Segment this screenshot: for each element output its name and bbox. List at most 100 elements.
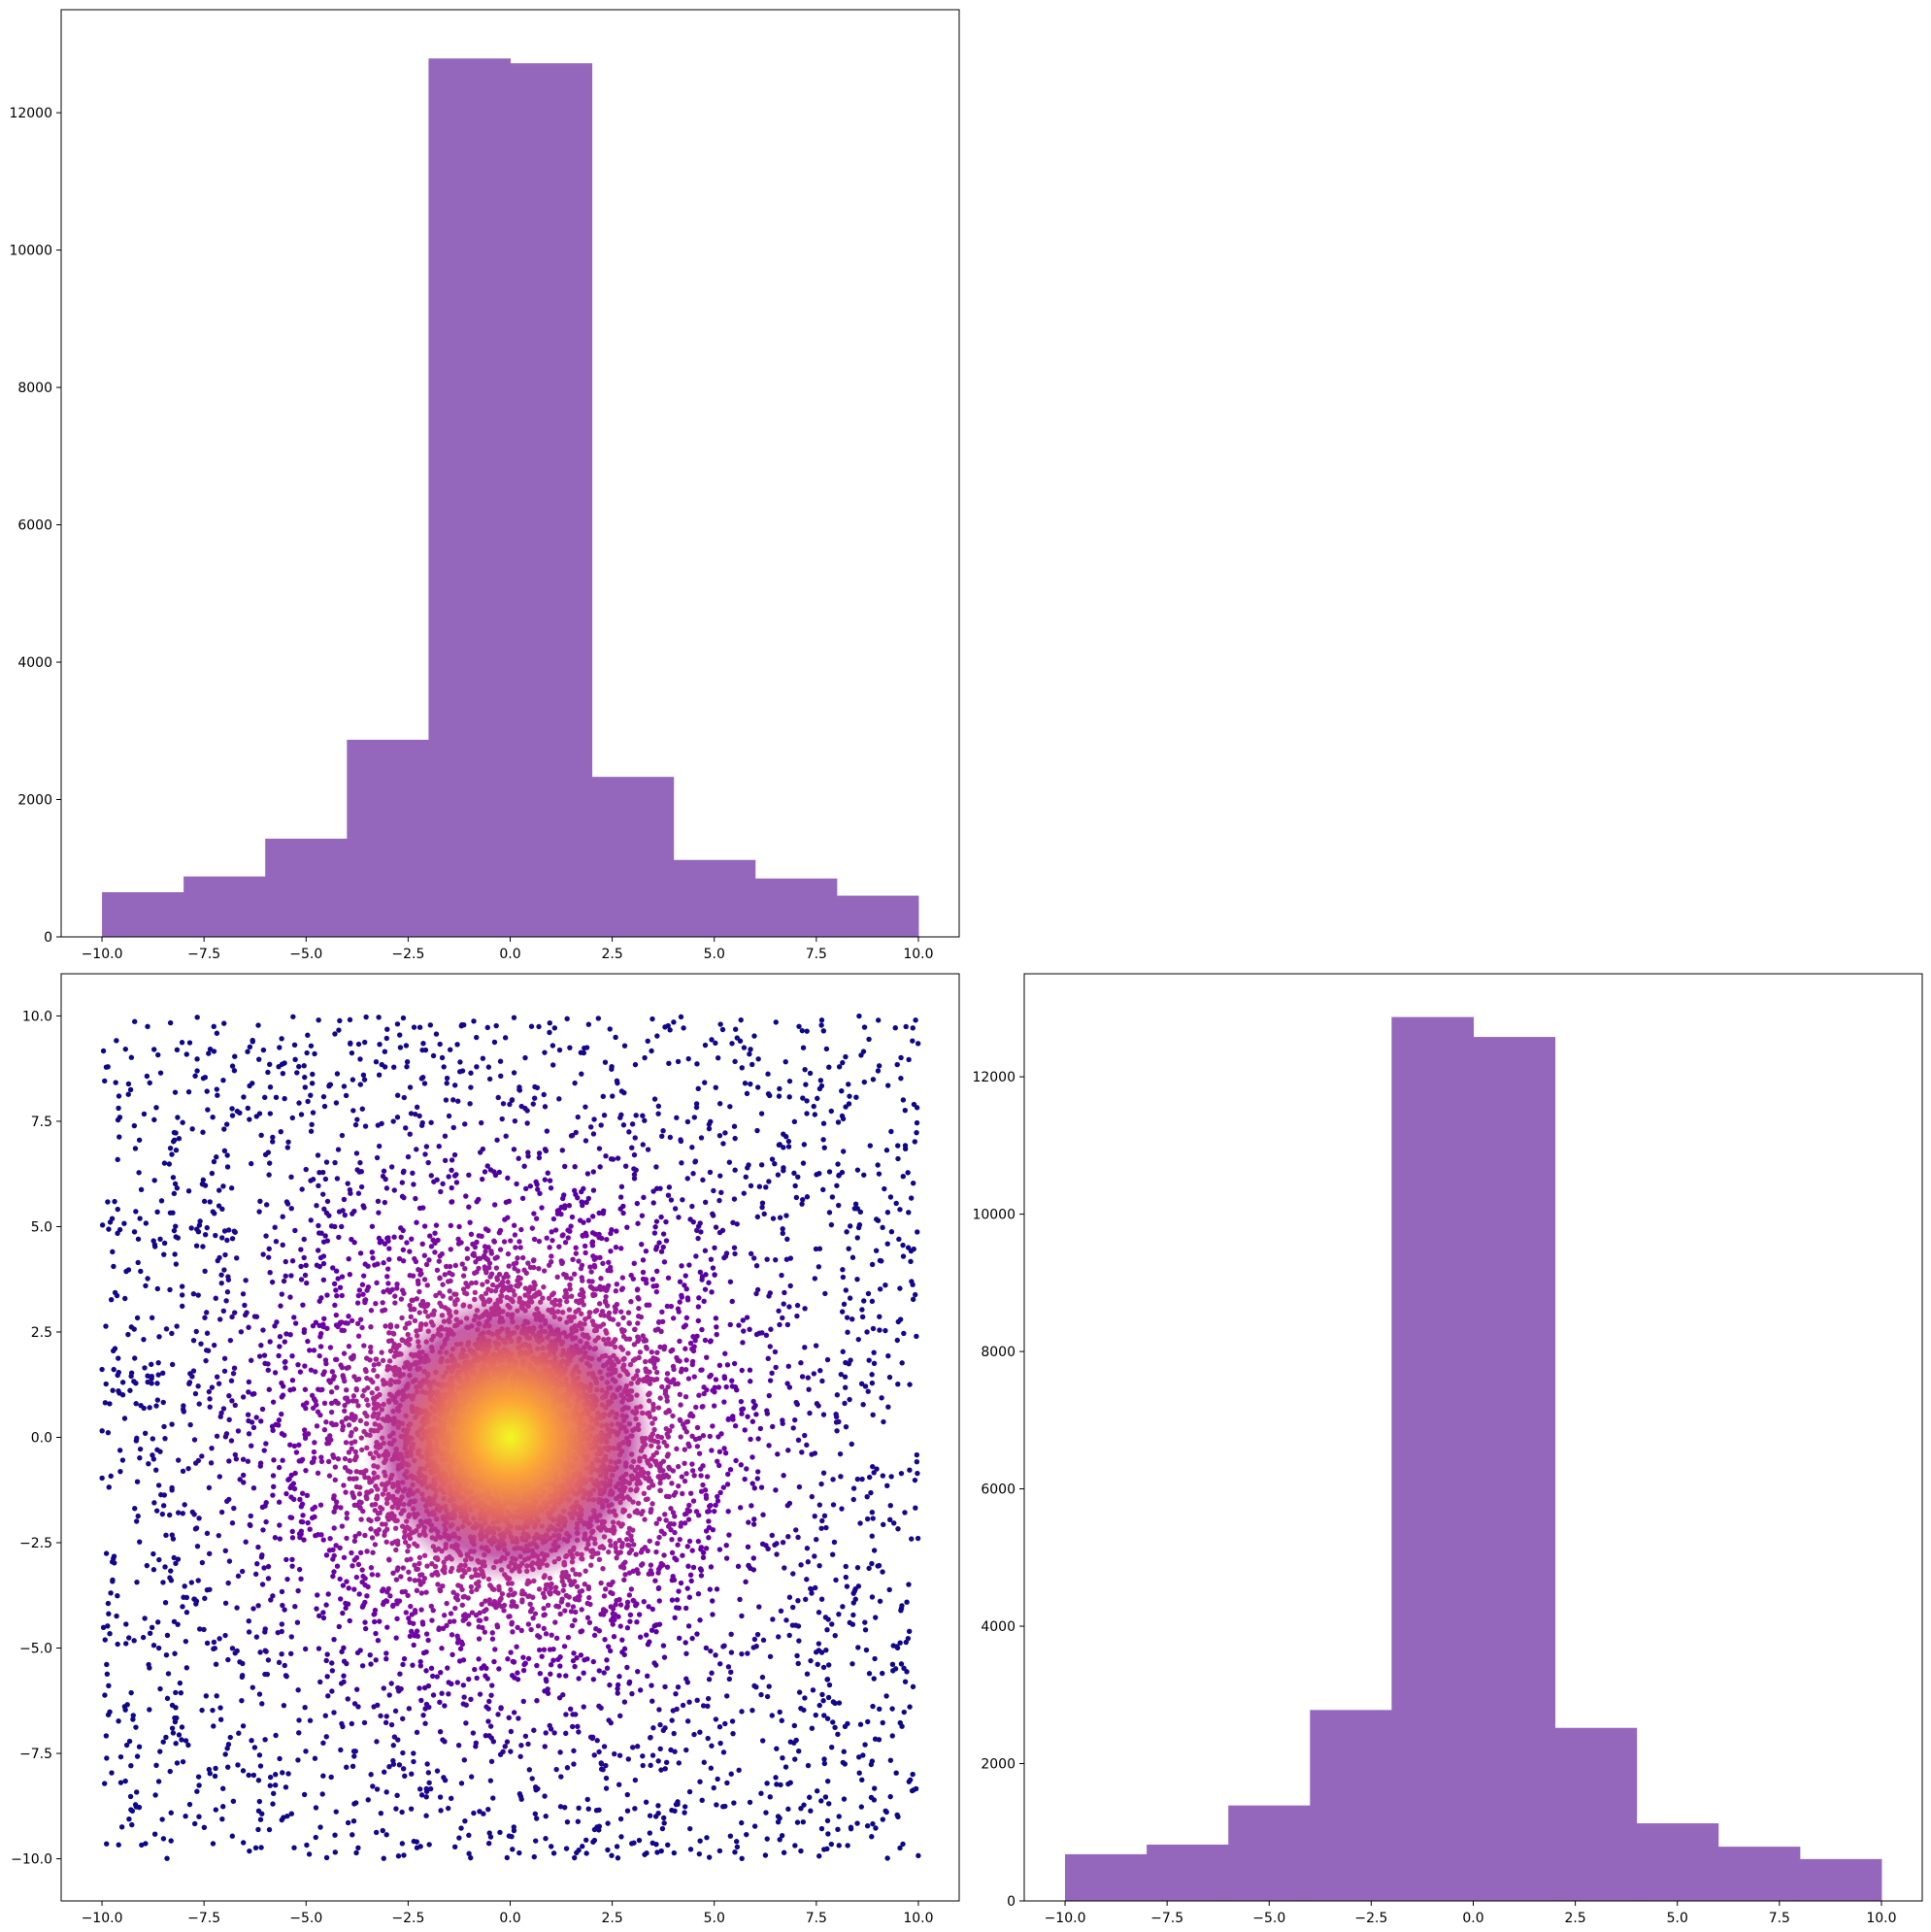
scatter-point [683,1640,688,1646]
scatter-point [196,1401,202,1407]
scatter-point [333,1543,339,1549]
scatter-point [423,1701,430,1708]
scatter-point [345,1696,350,1702]
scatter-point [257,1460,264,1466]
scatter-point [525,1655,532,1662]
scatter-point [868,1794,875,1801]
scatter-point [207,1550,213,1557]
scatter-point [558,1774,564,1780]
scatter-point [224,1152,230,1158]
scatter-point [243,1278,249,1283]
scatter-point [315,1470,321,1476]
scatter-point [273,1239,280,1245]
scatter-point [622,1163,629,1169]
scatter-point [314,1606,319,1612]
scatter-point [117,1753,124,1760]
scatter-point [372,1542,379,1548]
scatter-point [214,1086,220,1092]
scatter-point [391,1234,397,1240]
scatter-point [410,1273,416,1279]
scatter-point [299,1518,306,1525]
scatter-point [162,1564,168,1570]
scatter-point [545,1686,550,1692]
scatter-point [105,1199,111,1205]
scatter-point [843,1359,849,1366]
scatter-point [570,1604,577,1610]
scatter-point [739,1411,745,1416]
scatter-point [434,1267,441,1273]
scatter-point [850,1600,856,1606]
scatter-point [432,1563,439,1570]
scatter-point [536,1265,542,1272]
scatter-point [888,1474,894,1480]
scatter-point [219,1816,225,1822]
scatter-point [554,1211,561,1216]
scatter-point [716,1723,723,1730]
scatter-point [820,1120,827,1126]
scatter-point [610,1621,616,1627]
scatter-point [242,1302,248,1309]
scatter-point [836,1611,842,1617]
scatter-point [357,1316,364,1322]
scatter-point [442,1157,449,1164]
scatter-point [781,1849,787,1855]
scatter-point [826,1801,832,1807]
scatter-point [453,1180,460,1185]
scatter-point [606,1259,612,1265]
scatter-point [390,1570,396,1577]
scatter-point [488,1692,494,1698]
scatter-point [710,1612,716,1617]
scatter-point [199,1707,205,1714]
scatter-point [807,1794,813,1800]
scatter-point [324,1238,331,1244]
scatter-point [685,1563,691,1569]
scatter-point [349,1446,354,1451]
scatter-point [916,1852,921,1859]
scatter-point [294,1619,301,1625]
y-tick-label: 0 [44,930,52,946]
scatter-point [563,1673,569,1679]
scatter-point [329,1369,336,1375]
scatter-point [268,1597,274,1603]
scatter-point [708,1765,715,1771]
scatter-point [298,1112,305,1117]
scatter-point [576,1848,582,1853]
scatter-point [290,1481,297,1486]
scatter-point [126,1635,132,1641]
scatter-point [248,1522,253,1528]
scatter-point [277,1045,283,1050]
scatter-point [572,1579,578,1584]
scatter-point [855,1336,861,1343]
scatter-point [349,1049,355,1056]
scatter-point [536,1023,542,1030]
scatter-point [896,1236,902,1243]
scatter-point [549,1844,554,1849]
scatter-point [675,1799,681,1805]
scatter-point [882,1185,887,1192]
scatter-point [437,1728,444,1735]
scatter-point [439,1690,445,1696]
scatter-point [780,1540,786,1546]
scatter-point [777,1215,783,1220]
scatter-point [423,1261,430,1268]
scatter-point [693,1404,699,1411]
scatter-point [586,1619,593,1626]
scatter-point [414,1628,420,1634]
scatter-point [614,1549,619,1554]
scatter-point [391,1734,398,1740]
scatter-point [754,1214,761,1220]
scatter-point [769,1532,775,1539]
scatter-point [604,1236,610,1243]
scatter-point [231,1310,238,1316]
scatter-point [803,1082,809,1087]
scatter-point [739,1065,745,1071]
scatter-point [276,1417,283,1423]
scatter-point [302,1705,308,1711]
scatter-point [779,1272,784,1279]
scatter-point [139,1842,145,1849]
scatter-point [601,1112,608,1118]
scatter-point [112,1198,117,1205]
scatter-point [399,1315,405,1321]
scatter-point [508,1238,514,1244]
scatter-point [720,1804,726,1810]
